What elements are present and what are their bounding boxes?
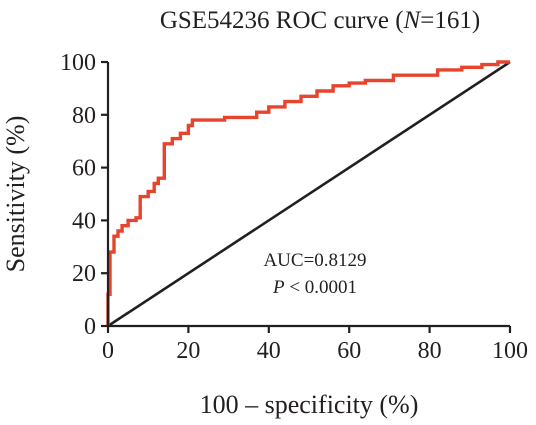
x-tick-label: 20 bbox=[176, 338, 200, 364]
y-tick-label: 80 bbox=[72, 103, 96, 129]
x-axis-label: 100 – specificity (%) bbox=[200, 390, 419, 419]
reference-line bbox=[107, 60, 511, 328]
y-tick-label: 40 bbox=[72, 208, 96, 234]
y-tick-label: 100 bbox=[60, 50, 96, 76]
x-tick-label: 60 bbox=[337, 338, 361, 364]
x-tick-label: 100 bbox=[492, 338, 528, 364]
chart-title: GSE54236 ROC curve (N=161) bbox=[160, 7, 480, 34]
axis-ticks: 0 20 40 60 80 100 0 20 40 60 80 100 bbox=[60, 50, 528, 364]
y-axis-label: Sensitivity (%) bbox=[1, 116, 30, 273]
x-tick-label: 40 bbox=[257, 338, 281, 364]
x-tick-label: 80 bbox=[418, 338, 442, 364]
roc-curve-line bbox=[106, 60, 510, 326]
x-tick-label: 0 bbox=[102, 338, 114, 364]
auc-annotation: AUC=0.8129 bbox=[263, 250, 366, 271]
y-tick-label: 60 bbox=[72, 156, 96, 182]
plot-area bbox=[106, 60, 511, 328]
p-value-annotation: P < 0.0001 bbox=[272, 277, 357, 298]
y-tick-label: 20 bbox=[72, 261, 96, 287]
y-tick-label: 0 bbox=[84, 314, 96, 340]
